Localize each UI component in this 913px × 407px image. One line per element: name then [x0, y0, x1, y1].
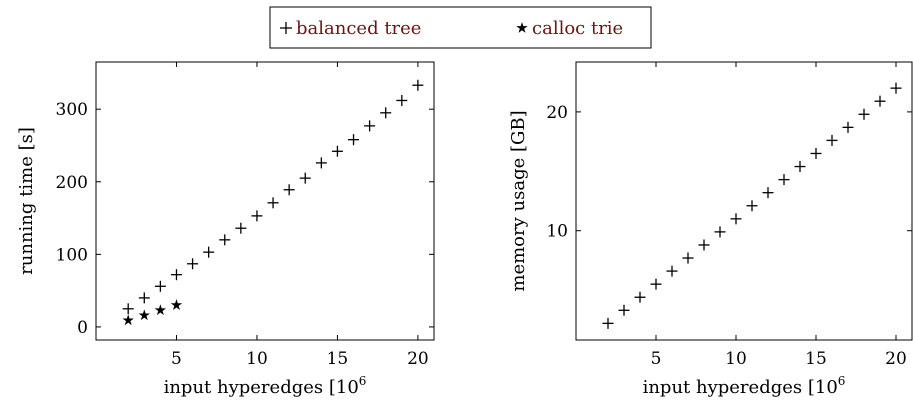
y-axis-label: running time [s]: [16, 127, 37, 275]
data-point-plus: [890, 82, 902, 94]
data-point-plus: [714, 226, 726, 238]
x-tick-label: 5: [651, 349, 662, 369]
legend-label-balanced-tree: balanced tree: [296, 18, 421, 39]
data-point-plus: [170, 269, 182, 281]
plot-frame: [575, 61, 913, 341]
data-point-plus: [380, 107, 392, 119]
data-point-plus: [698, 239, 710, 251]
data-point-star: [138, 309, 150, 321]
legend-marker-star: [516, 22, 528, 33]
data-point-plus: [874, 95, 886, 107]
data-point-plus: [778, 174, 790, 186]
data-point-plus: [283, 184, 295, 196]
data-point-plus: [602, 317, 614, 329]
data-point-plus: [858, 108, 870, 120]
data-point-plus: [826, 134, 838, 146]
data-point-plus: [251, 210, 263, 222]
x-axis-label: input hyperedges [106: [164, 374, 367, 398]
y-tick-label: 20: [546, 103, 568, 123]
plot-frame: [95, 61, 435, 341]
x-tick-label: 10: [725, 349, 747, 369]
data-point-plus: [122, 303, 134, 315]
x-axis-label: input hyperedges [106: [643, 374, 846, 398]
data-point-plus: [618, 304, 630, 316]
y-tick-label: 10: [546, 222, 568, 242]
x-tick-label: 10: [246, 349, 268, 369]
data-point-plus: [682, 252, 694, 264]
data-point-plus: [666, 265, 678, 277]
data-point-star: [154, 304, 167, 316]
data-point-plus: [650, 278, 662, 290]
data-point-plus: [138, 292, 150, 304]
x-tick-label: 20: [885, 349, 907, 369]
data-point-plus: [331, 145, 343, 157]
y-tick-label: 100: [56, 245, 88, 265]
y-tick-label: 200: [56, 173, 88, 193]
legend-box: [269, 6, 652, 49]
y-tick-label: 0: [77, 318, 88, 338]
legend-star-icon: [516, 22, 528, 33]
data-point-plus: [762, 187, 774, 199]
legend-label-calloc-trie: calloc trie: [532, 18, 623, 39]
data-point-plus: [267, 197, 279, 209]
y-axis-label: memory usage [GB]: [508, 110, 529, 291]
data-point-plus: [794, 161, 806, 173]
data-point-star: [122, 314, 134, 326]
x-tick-label: 15: [805, 349, 827, 369]
y-tick-label: 300: [56, 100, 88, 120]
data-point-plus: [348, 134, 360, 146]
x-tick-label: 15: [327, 349, 349, 369]
data-point-plus: [746, 200, 758, 212]
data-point-plus: [412, 79, 424, 91]
legend: balanced tree calloc trie: [269, 6, 652, 49]
data-point-plus: [187, 258, 199, 270]
x-tick-label: 5: [171, 349, 182, 369]
data-point-plus: [730, 213, 742, 225]
x-tick-label: 20: [407, 349, 429, 369]
data-point-star: [170, 299, 183, 311]
data-point-plus: [203, 246, 215, 258]
data-point-plus: [842, 121, 854, 133]
data-point-plus: [154, 280, 166, 292]
data-point-plus: [634, 291, 646, 303]
data-point-plus: [219, 234, 231, 246]
data-point-plus: [810, 147, 822, 159]
legend-marker-plus: [280, 22, 292, 34]
data-point-plus: [364, 120, 376, 132]
data-point-plus: [315, 157, 327, 169]
data-point-plus: [299, 172, 311, 184]
data-point-plus: [235, 222, 247, 234]
data-point-plus: [396, 94, 408, 106]
memory-usage-chart: 5 10 15 20 10 20 memory usage [GB] input hype…: [508, 61, 913, 398]
